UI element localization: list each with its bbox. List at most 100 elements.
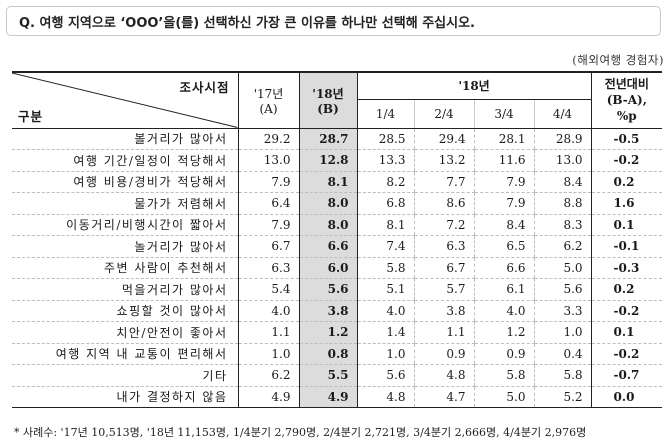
value-q4: 8.4 xyxy=(533,171,592,193)
corner-header: 조사시점 구분 xyxy=(12,71,238,129)
value-q3: 0.9 xyxy=(473,343,534,365)
value-17: 6.3 xyxy=(237,257,299,279)
value-q3: 28.1 xyxy=(473,128,534,150)
change-line1: 전년대비 xyxy=(604,77,649,92)
question-text: Q. 여행 지역으로 ‘OOO’을(를) 선택하신 가장 큰 이유를 하나만 선… xyxy=(19,15,475,31)
value-17: 6.4 xyxy=(237,192,299,215)
table-row: 내가 결정하지 않음 4.9 4.9 4.8 4.7 5.0 5.2 0.0 xyxy=(12,386,663,408)
value-change: -0.3 xyxy=(590,257,663,279)
value-change: 0.0 xyxy=(590,386,663,408)
row-label: 볼거리가 많아서 xyxy=(12,128,239,150)
col-18-header: '18년 (B) xyxy=(298,71,357,129)
table-row: 여행 기간/일정이 적당해서 13.0 12.8 13.3 13.2 11.6 13.0 -0… xyxy=(12,149,663,172)
row-label: 여행 지역 내 교통이 편리해서 xyxy=(12,343,239,365)
row-label: 내가 결정하지 않음 xyxy=(12,386,239,408)
value-change: -0.2 xyxy=(590,343,663,365)
table-row: 여행 지역 내 교통이 편리해서 1.0 0.8 1.0 0.9 0.9 0.4 -0.2 xyxy=(12,343,663,365)
diagonal-line xyxy=(12,73,238,128)
value-q4: 1.0 xyxy=(533,321,592,344)
row-label: 놀거리가 많아서 xyxy=(12,235,239,258)
change-line3: %p xyxy=(616,109,637,124)
value-q4: 8.8 xyxy=(533,192,592,215)
value-q1: 4.0 xyxy=(356,300,414,322)
change-header: 전년대비 (B-A), %p xyxy=(590,71,663,129)
value-change: 0.2 xyxy=(590,278,663,301)
value-18: 5.5 xyxy=(298,364,357,387)
value-q3: 7.9 xyxy=(473,171,534,193)
value-change: -0.2 xyxy=(590,300,663,322)
value-17: 6.7 xyxy=(237,235,299,258)
value-change: -0.7 xyxy=(590,364,663,387)
row-label: 물가가 저렴해서 xyxy=(12,192,239,215)
table-row: 놀거리가 많아서 6.7 6.6 7.4 6.3 6.5 6.2 -0.1 xyxy=(12,235,663,258)
value-q1: 6.8 xyxy=(356,192,414,215)
value-18: 1.2 xyxy=(298,321,357,344)
table-row: 여행 비용/경비가 적당해서 7.9 8.1 8.2 7.7 7.9 8.4 0.2 xyxy=(12,171,663,193)
col-17-header: '17년 (A) xyxy=(237,71,299,129)
value-17: 5.4 xyxy=(237,278,299,301)
value-18: 6.6 xyxy=(298,235,357,258)
value-17: 29.2 xyxy=(237,128,299,150)
value-18: 28.7 xyxy=(298,128,357,150)
value-q1: 8.1 xyxy=(356,214,414,236)
value-18: 0.8 xyxy=(298,343,357,365)
value-q4: 6.2 xyxy=(533,235,592,258)
value-q2: 8.6 xyxy=(413,192,474,215)
value-change: -0.5 xyxy=(590,128,663,150)
value-q1: 13.3 xyxy=(356,149,414,172)
table-row: 주변 사람이 추천해서 6.3 6.0 5.8 6.7 6.6 5.0 -0.3 xyxy=(12,257,663,279)
value-q2: 4.7 xyxy=(413,386,474,408)
value-q4: 5.8 xyxy=(533,364,592,387)
value-q2: 6.3 xyxy=(413,235,474,258)
value-17: 4.0 xyxy=(237,300,299,322)
value-q2: 5.7 xyxy=(413,278,474,301)
value-change: -0.2 xyxy=(590,149,663,172)
value-q4: 5.0 xyxy=(533,257,592,279)
value-q4: 8.3 xyxy=(533,214,592,236)
row-label: 치안/안전이 좋아서 xyxy=(12,321,239,344)
table-row: 기타 6.2 5.5 5.6 4.8 5.8 5.8 -0.7 xyxy=(12,364,663,387)
value-17: 6.2 xyxy=(237,364,299,387)
value-change: 0.2 xyxy=(590,171,663,193)
value-18: 8.0 xyxy=(298,214,357,236)
row-label: 쇼핑할 것이 많아서 xyxy=(12,300,239,322)
value-q1: 1.0 xyxy=(356,343,414,365)
table-row: 쇼핑할 것이 많아서 4.0 3.8 4.0 3.8 4.0 3.3 -0.2 xyxy=(12,300,663,322)
quarter-header-3: 3/4 xyxy=(473,99,534,129)
unit-label: (해외여행 경험자) xyxy=(572,53,664,67)
table-row: 물가가 저렴해서 6.4 8.0 6.8 8.6 7.9 8.8 1.6 xyxy=(12,192,663,215)
table-row: 치안/안전이 좋아서 1.1 1.2 1.4 1.1 1.2 1.0 0.1 xyxy=(12,321,663,344)
value-q3: 1.2 xyxy=(473,321,534,344)
value-q3: 5.0 xyxy=(473,386,534,408)
value-q3: 4.0 xyxy=(473,300,534,322)
value-q3: 6.1 xyxy=(473,278,534,301)
col-18-label: '18년 xyxy=(312,86,344,101)
value-q2: 13.2 xyxy=(413,149,474,172)
table-row: 먹을거리가 많아서 5.4 5.6 5.1 5.7 6.1 5.6 0.2 xyxy=(12,278,663,301)
row-label: 여행 비용/경비가 적당해서 xyxy=(12,171,239,193)
value-change: -0.1 xyxy=(590,235,663,258)
value-17: 7.9 xyxy=(237,214,299,236)
value-q1: 4.8 xyxy=(356,386,414,408)
value-change: 1.6 xyxy=(590,192,663,215)
value-q1: 5.6 xyxy=(356,364,414,387)
value-q1: 1.4 xyxy=(356,321,414,344)
value-17: 1.0 xyxy=(237,343,299,365)
row-label: 먹을거리가 많아서 xyxy=(12,278,239,301)
value-change: 0.1 xyxy=(590,214,663,236)
question-box: Q. 여행 지역으로 ‘OOO’을(를) 선택하신 가장 큰 이유를 하나만 선… xyxy=(6,6,661,36)
value-18: 5.6 xyxy=(298,278,357,301)
change-line2: (B-A), xyxy=(606,93,647,108)
value-q3: 5.8 xyxy=(473,364,534,387)
value-18: 8.1 xyxy=(298,171,357,193)
value-q2: 4.8 xyxy=(413,364,474,387)
corner-top-label: 조사시점 xyxy=(179,80,230,95)
value-q1: 7.4 xyxy=(356,235,414,258)
value-q2: 7.7 xyxy=(413,171,474,193)
row-label: 여행 기간/일정이 적당해서 xyxy=(12,149,239,172)
value-q3: 11.6 xyxy=(473,149,534,172)
value-17: 7.9 xyxy=(237,171,299,193)
quarter-header-2: 2/4 xyxy=(413,99,474,129)
value-q2: 29.4 xyxy=(413,128,474,150)
value-q4: 28.9 xyxy=(533,128,592,150)
